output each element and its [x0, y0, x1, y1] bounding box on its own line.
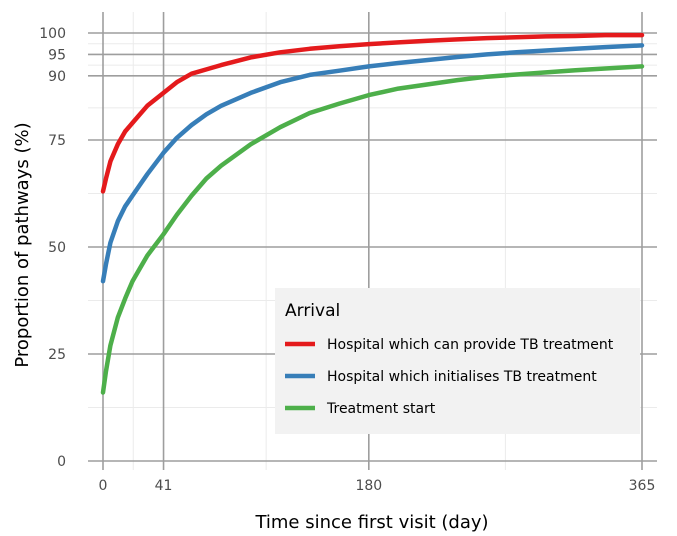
- y-tick-label: 25: [48, 347, 66, 363]
- legend-title: Arrival: [285, 301, 340, 321]
- y-tick-label: 90: [48, 69, 66, 85]
- series-line-3: [100, 64, 645, 395]
- y-tick-label: 100: [39, 26, 66, 42]
- x-tick-label: 0: [99, 478, 108, 494]
- y-tick-label: 0: [57, 454, 66, 470]
- y-tick-label: 95: [48, 47, 66, 63]
- legend-entry-label: Hospital which can provide TB treatment: [327, 337, 614, 353]
- y-axis-label: Proportion of pathways (%): [12, 122, 33, 367]
- grid: [88, 12, 657, 470]
- axes: 0 25 50 75 90 95 100 0 41 180 365: [39, 26, 655, 494]
- series-line-2: [100, 43, 645, 284]
- y-tick-label: 50: [48, 240, 66, 256]
- series: [100, 32, 645, 395]
- x-tick-label: 180: [355, 478, 382, 494]
- series-line-1: [100, 32, 645, 194]
- y-tick-label: 75: [48, 133, 66, 149]
- legend-entry-label: Treatment start: [326, 401, 436, 417]
- x-tick-label: 365: [629, 478, 656, 494]
- legend-entry-label: Hospital which initialises TB treatment: [327, 369, 597, 385]
- legend-box: [275, 288, 640, 434]
- x-tick-label: 41: [155, 478, 173, 494]
- legend: Arrival Hospital which can provide TB tre…: [275, 288, 640, 434]
- x-axis-label: Time since first visit (day): [254, 512, 488, 532]
